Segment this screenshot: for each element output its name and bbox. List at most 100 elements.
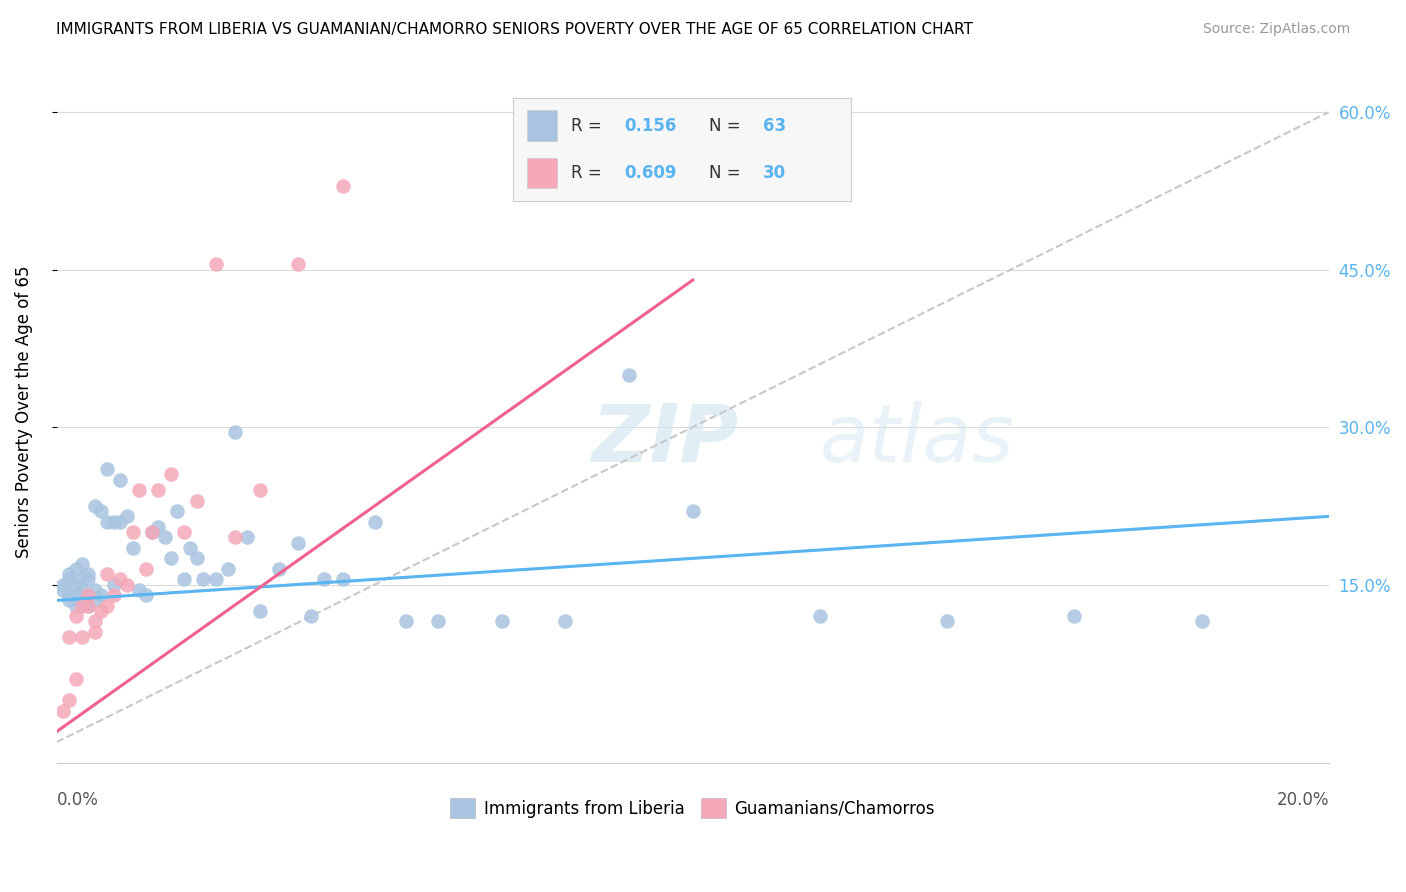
- Point: [83, 593, 105, 607]
- Text: R =: R =: [571, 164, 606, 182]
- Point: [128, 582, 150, 597]
- Point: [148, 483, 170, 497]
- Point: [77, 599, 100, 613]
- Point: [122, 525, 145, 540]
- Point: [135, 588, 157, 602]
- Point: [179, 541, 201, 555]
- Point: [58, 693, 80, 707]
- Point: [122, 541, 145, 555]
- Point: [65, 599, 87, 613]
- Point: [90, 588, 112, 602]
- Text: IMMIGRANTS FROM LIBERIA VS GUAMANIAN/CHAMORRO SENIORS POVERTY OVER THE AGE OF 65: IMMIGRANTS FROM LIBERIA VS GUAMANIAN/CHA…: [56, 22, 973, 37]
- Point: [115, 509, 138, 524]
- Point: [186, 493, 208, 508]
- Point: [191, 573, 214, 587]
- Point: [332, 573, 354, 587]
- Point: [103, 588, 125, 602]
- Point: [287, 535, 309, 549]
- Point: [204, 573, 226, 587]
- Point: [90, 604, 112, 618]
- Point: [312, 573, 335, 587]
- Point: [173, 525, 195, 540]
- Point: [70, 557, 93, 571]
- Point: [52, 577, 75, 591]
- Point: [70, 573, 93, 587]
- Point: [96, 462, 118, 476]
- Point: [77, 599, 100, 613]
- Point: [427, 615, 450, 629]
- Point: [77, 588, 100, 602]
- Point: [166, 504, 188, 518]
- Point: [58, 588, 80, 602]
- Point: [65, 672, 87, 686]
- Point: [160, 551, 183, 566]
- Point: [299, 609, 322, 624]
- Point: [58, 573, 80, 587]
- Point: [58, 630, 80, 644]
- FancyBboxPatch shape: [527, 111, 557, 141]
- Point: [65, 609, 87, 624]
- Text: 63: 63: [763, 117, 786, 135]
- Text: N =: N =: [709, 164, 745, 182]
- Point: [77, 588, 100, 602]
- Point: [808, 609, 831, 624]
- Point: [115, 577, 138, 591]
- Point: [103, 577, 125, 591]
- Point: [83, 582, 105, 597]
- Point: [148, 520, 170, 534]
- Point: [70, 599, 93, 613]
- Text: 0.0%: 0.0%: [56, 791, 98, 809]
- Point: [52, 704, 75, 718]
- Text: 0.609: 0.609: [624, 164, 678, 182]
- Point: [491, 615, 513, 629]
- Point: [96, 599, 118, 613]
- Point: [103, 515, 125, 529]
- Point: [65, 577, 87, 591]
- Point: [204, 257, 226, 271]
- Point: [1063, 609, 1085, 624]
- Point: [83, 624, 105, 639]
- Legend: Immigrants from Liberia, Guamanians/Chamorros: Immigrants from Liberia, Guamanians/Cham…: [444, 791, 942, 825]
- Y-axis label: Seniors Poverty Over the Age of 65: Seniors Poverty Over the Age of 65: [15, 265, 32, 558]
- Point: [96, 515, 118, 529]
- Point: [58, 593, 80, 607]
- Point: [617, 368, 640, 382]
- Point: [77, 567, 100, 582]
- Point: [70, 582, 93, 597]
- Text: 20.0%: 20.0%: [1277, 791, 1329, 809]
- Point: [128, 483, 150, 497]
- Text: R =: R =: [571, 117, 606, 135]
- Text: Source: ZipAtlas.com: Source: ZipAtlas.com: [1202, 22, 1350, 37]
- Point: [554, 615, 576, 629]
- FancyBboxPatch shape: [527, 158, 557, 188]
- Point: [52, 582, 75, 597]
- Point: [83, 499, 105, 513]
- Point: [217, 562, 239, 576]
- Text: 30: 30: [763, 164, 786, 182]
- Point: [58, 567, 80, 582]
- Point: [236, 530, 259, 544]
- Point: [249, 483, 271, 497]
- Point: [160, 467, 183, 482]
- Text: N =: N =: [709, 117, 745, 135]
- Point: [141, 525, 163, 540]
- Point: [110, 515, 132, 529]
- Text: atlas: atlas: [820, 401, 1015, 478]
- Point: [363, 515, 385, 529]
- Point: [269, 562, 291, 576]
- Point: [70, 593, 93, 607]
- Point: [224, 530, 246, 544]
- Point: [332, 178, 354, 193]
- Point: [96, 567, 118, 582]
- Point: [682, 504, 704, 518]
- Point: [249, 604, 271, 618]
- Point: [110, 573, 132, 587]
- Point: [1191, 615, 1213, 629]
- Point: [77, 573, 100, 587]
- Point: [936, 615, 959, 629]
- Point: [287, 257, 309, 271]
- Point: [395, 615, 418, 629]
- Point: [70, 630, 93, 644]
- Text: ZIP: ZIP: [591, 401, 738, 478]
- Point: [153, 530, 176, 544]
